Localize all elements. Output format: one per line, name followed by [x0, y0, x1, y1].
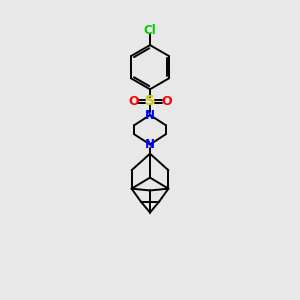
Text: O: O — [161, 95, 172, 108]
Text: N: N — [145, 109, 155, 122]
Text: Cl: Cl — [144, 23, 156, 37]
Text: O: O — [128, 95, 139, 108]
Text: N: N — [145, 138, 155, 151]
Text: S: S — [145, 94, 155, 108]
